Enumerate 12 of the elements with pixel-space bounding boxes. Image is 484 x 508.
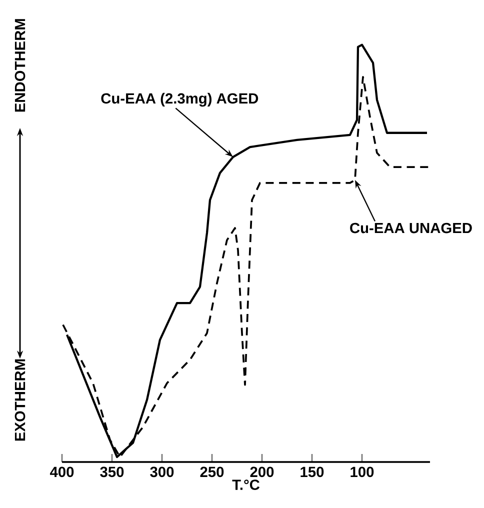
x-tick-label: 250 <box>200 466 224 478</box>
x-tick-label: 150 <box>300 466 324 478</box>
annotation: Cu-EAA (2.3mg) AGED <box>101 92 258 107</box>
x-tick-label: 350 <box>100 466 124 478</box>
x-tick-label: 300 <box>150 466 174 478</box>
x-tick-label: 200 <box>250 466 274 478</box>
text: ENDOTHERM <box>14 19 26 112</box>
x-tick-label: 100 <box>350 466 374 478</box>
x-tick-label: 400 <box>50 466 74 478</box>
text: EXOTHERM <box>14 359 26 441</box>
x-axis-title: T.°C <box>232 480 260 490</box>
annotation: Cu-EAA UNAGED <box>350 222 472 234</box>
